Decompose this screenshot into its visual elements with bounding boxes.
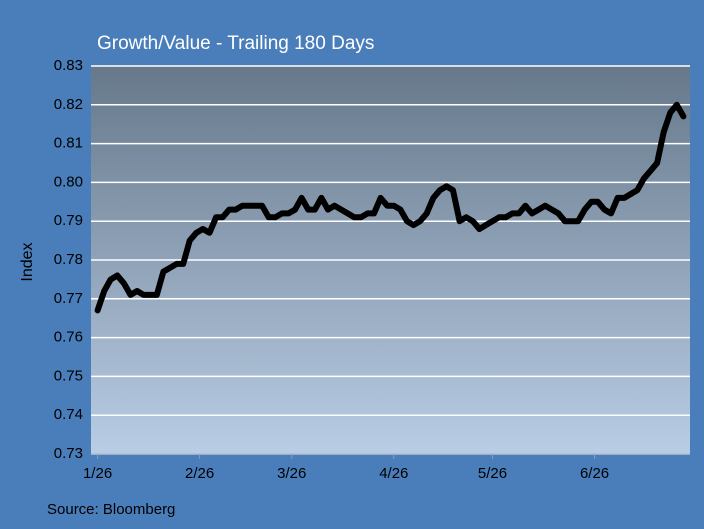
y-tick-label: 0.78: [54, 251, 83, 268]
x-tick-label: 5/26: [478, 465, 507, 482]
x-tick-label: 6/26: [580, 465, 609, 482]
y-tick-label: 0.83: [54, 57, 83, 74]
y-tick-label: 0.82: [54, 96, 83, 113]
y-tick-label: 0.79: [54, 212, 83, 229]
y-tick-label: 0.76: [54, 329, 83, 346]
y-tick-label: 0.73: [54, 445, 83, 462]
y-axis-label: Index: [19, 242, 36, 281]
source-note: Source: Bloomberg: [47, 501, 175, 518]
x-tick-label: 1/26: [83, 465, 112, 482]
y-tick-label: 0.74: [54, 406, 83, 423]
x-tick-label: 2/26: [185, 465, 214, 482]
y-tick-label: 0.81: [54, 135, 83, 152]
y-tick-label: 0.77: [54, 290, 83, 307]
x-tick-label: 4/26: [379, 465, 408, 482]
y-tick-label: 0.75: [54, 367, 83, 384]
x-tick-label: 3/26: [277, 465, 306, 482]
y-tick-label: 0.80: [54, 173, 83, 190]
chart-title: Growth/Value - Trailing 180 Days: [97, 33, 374, 54]
data-line: [94, 101, 687, 314]
